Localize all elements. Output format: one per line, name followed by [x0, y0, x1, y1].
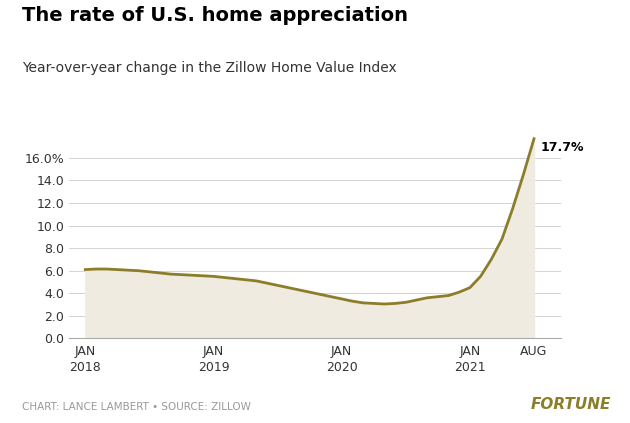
- Text: The rate of U.S. home appreciation: The rate of U.S. home appreciation: [22, 6, 408, 25]
- Text: Year-over-year change in the Zillow Home Value Index: Year-over-year change in the Zillow Home…: [22, 61, 397, 75]
- Text: FORTUNE: FORTUNE: [530, 398, 611, 412]
- Text: 17.7%: 17.7%: [541, 141, 584, 154]
- Text: CHART: LANCE LAMBERT • SOURCE: ZILLOW: CHART: LANCE LAMBERT • SOURCE: ZILLOW: [22, 402, 251, 412]
